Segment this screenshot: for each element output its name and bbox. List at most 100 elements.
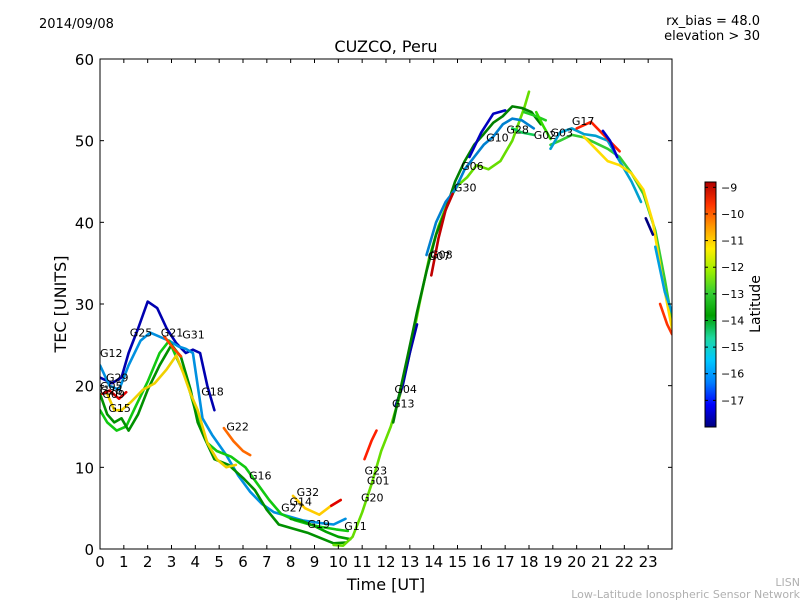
x-tick-label: 19 <box>543 553 562 571</box>
colorbar-tick-label: −14 <box>721 314 744 327</box>
satellite-label-g05: G05 <box>100 380 123 393</box>
satellite-label-g22: G22 <box>226 421 249 434</box>
series-line-track-j <box>329 498 342 507</box>
footer-network: Low-Latitude Ionospheric Sensor Network <box>571 588 800 601</box>
series-line-track-a <box>100 300 216 412</box>
elevation-label: elevation > 30 <box>664 29 760 44</box>
satellite-label-g31: G31 <box>182 328 205 341</box>
colorbar-tick-label: −13 <box>721 288 744 301</box>
x-tick-label: 22 <box>615 553 634 571</box>
rx-bias-label: rx_bias = 48.0 <box>666 14 760 29</box>
colorbar-tick-label: −12 <box>721 261 744 274</box>
series-line-track-g <box>163 335 183 358</box>
satellite-label-g01: G01 <box>367 474 390 487</box>
satellite-label-g19: G19 <box>307 518 330 531</box>
satellite-label-g08: G08 <box>430 248 453 261</box>
x-tick-label: 0 <box>95 553 105 571</box>
y-tick-label: 0 <box>84 541 94 559</box>
series-line-track-q <box>430 192 454 277</box>
footer-lisn: LISN <box>775 576 800 589</box>
colorbar <box>704 181 717 428</box>
satellite-label-g13: G13 <box>392 398 415 411</box>
x-tick-label: 23 <box>639 553 658 571</box>
satellite-label-g10: G10 <box>486 131 509 144</box>
series-line-track-o <box>391 105 543 424</box>
series-line-track-h <box>222 426 252 457</box>
y-tick-label: 30 <box>75 296 94 314</box>
series-line-track-u <box>582 135 672 330</box>
x-tick-label: 11 <box>353 553 372 571</box>
colorbar-label: Latitude <box>748 275 764 333</box>
y-tick-label: 20 <box>75 378 94 396</box>
satellite-label-g29: G29 <box>106 372 129 385</box>
satellite-label-g12: G12 <box>100 347 123 360</box>
y-axis-label: TEC [UNITS] <box>51 256 70 354</box>
colorbar-tick-label: −17 <box>721 394 744 407</box>
x-tick-label: 2 <box>143 553 153 571</box>
series-line-track-l <box>332 90 531 547</box>
satellite-label-g23: G23 <box>365 465 388 478</box>
series-line-track-f <box>101 389 128 400</box>
x-tick-label: 12 <box>376 553 395 571</box>
series-line-track-x <box>644 217 655 236</box>
satellite-label-g32: G32 <box>297 486 320 499</box>
series-line-track-p <box>425 117 536 257</box>
x-tick-label: 9 <box>310 553 320 571</box>
satellite-label-g15: G15 <box>108 402 131 415</box>
x-tick-label: 6 <box>238 553 248 571</box>
series-line-track-y <box>654 245 672 314</box>
x-tick-label: 20 <box>567 553 586 571</box>
x-tick-label: 10 <box>329 553 348 571</box>
colorbar-tick-label: −9 <box>721 181 737 194</box>
date-label: 2014/09/08 <box>39 17 114 32</box>
colorbar-tick-label: −11 <box>721 235 744 248</box>
satellite-label-g16: G16 <box>249 470 272 483</box>
x-tick-label: 1 <box>119 553 129 571</box>
y-tick-label: 40 <box>75 214 94 232</box>
x-tick-label: 15 <box>448 553 467 571</box>
series-line-track-t <box>549 127 643 204</box>
x-tick-label: 7 <box>262 553 272 571</box>
x-tick-label: 5 <box>214 553 224 571</box>
satellite-label-g04: G04 <box>394 383 417 396</box>
series-line-track-ab <box>510 127 536 137</box>
satellite-label-g11: G11 <box>344 520 367 533</box>
satellite-label-g20: G20 <box>361 492 384 505</box>
y-tick-label: 50 <box>75 133 94 151</box>
series-line-track-r <box>468 109 507 159</box>
series-line-track-e <box>105 354 238 469</box>
satellite-label-g26: G26 <box>100 385 123 398</box>
x-tick-label: 18 <box>519 553 538 571</box>
satellite-label-g27: G27 <box>281 501 304 514</box>
x-tick-label: 21 <box>591 553 610 571</box>
satellite-label-g03: G03 <box>550 127 573 140</box>
colorbar-tick-label: −16 <box>721 368 744 381</box>
series-line-track-d <box>100 343 347 545</box>
series-line-track-k <box>289 517 352 541</box>
series-line-track-w <box>601 129 619 159</box>
x-tick-label: 3 <box>167 553 177 571</box>
satellite-label-g02: G02 <box>534 129 557 142</box>
x-tick-label: 17 <box>496 553 515 571</box>
series-line-track-ac <box>534 110 552 141</box>
satellite-label-g14: G14 <box>289 496 312 509</box>
satellite-label-g25: G25 <box>130 327 153 340</box>
x-tick-label: 13 <box>400 553 419 571</box>
series-line-track-aa <box>522 110 547 122</box>
series-line-track-z <box>658 302 672 336</box>
y-tick-label: 10 <box>75 459 94 477</box>
satellite-label-g17: G17 <box>572 115 595 128</box>
x-tick-label: 16 <box>472 553 491 571</box>
y-tick-label: 60 <box>75 51 94 69</box>
series-line-track-m <box>363 429 378 461</box>
x-axis-label: Time [UT] <box>346 575 425 594</box>
satellite-label-g18: G18 <box>201 385 224 398</box>
x-tick-label: 8 <box>286 553 296 571</box>
satellite-label-g28: G28 <box>506 123 529 136</box>
chart-title: CUZCO, Peru <box>334 37 437 56</box>
x-tick-label: 4 <box>191 553 201 571</box>
satellite-label-g30: G30 <box>454 181 477 194</box>
satellite-label-g07: G07 <box>428 250 451 263</box>
satellite-label-g06: G06 <box>461 160 484 173</box>
